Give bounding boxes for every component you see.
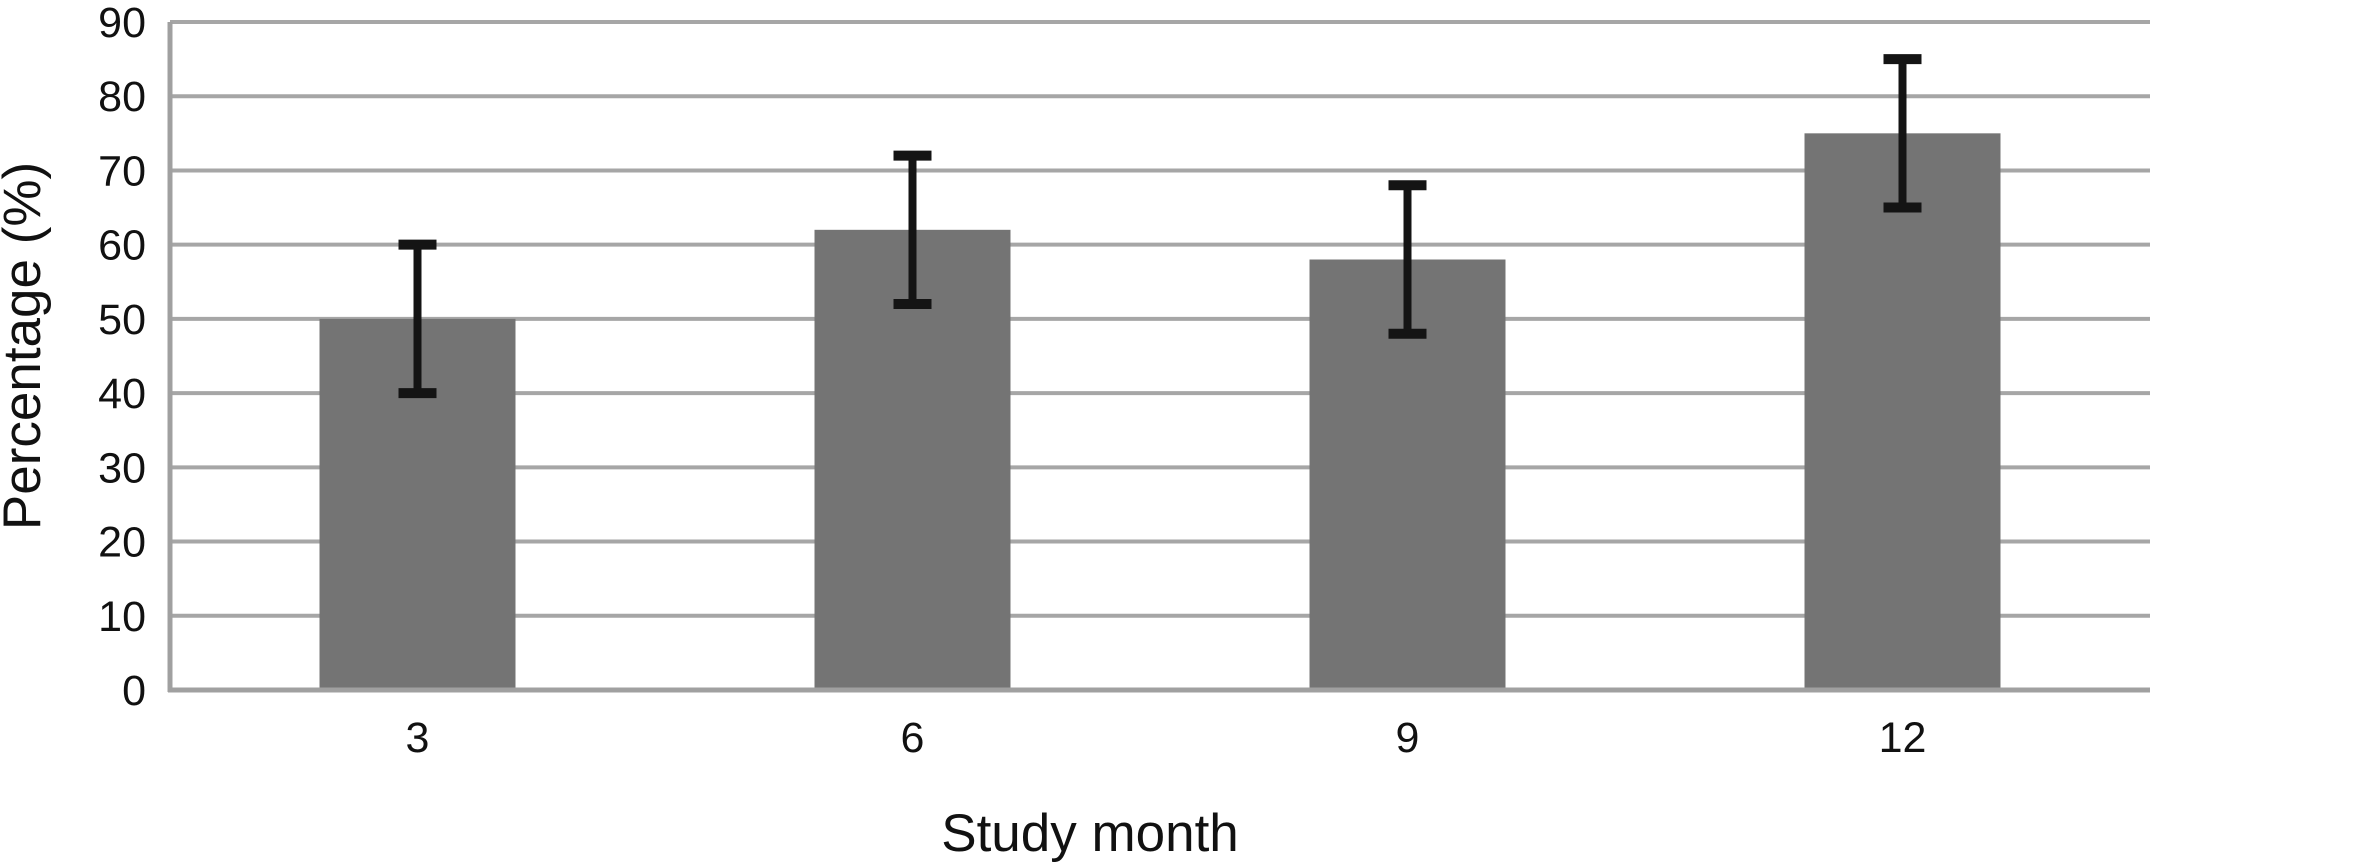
y-tick-label: 0: [122, 667, 146, 715]
bar: [1804, 133, 2001, 691]
y-tick-label: 20: [98, 519, 146, 567]
x-tick-label: 9: [1396, 714, 1420, 762]
y-tick-label: 70: [98, 147, 146, 195]
x-tick-label: 3: [406, 714, 430, 762]
axes: [167, 22, 2150, 693]
y-tick-labels: 0 10 20 30 40 50 60 70 80 90: [98, 0, 146, 715]
y-tick-label: 50: [98, 296, 146, 344]
x-tick-label: 6: [901, 714, 925, 762]
y-tick-label: 90: [98, 0, 146, 47]
x-tick-labels: 3 6 9 12: [406, 714, 1927, 762]
y-tick-label: 30: [98, 444, 146, 492]
y-tick-label: 10: [98, 593, 146, 641]
y-tick-label: 60: [98, 222, 146, 270]
error-bars: [398, 54, 1922, 399]
y-tick-label: 40: [98, 370, 146, 418]
x-axis-title: Study month: [941, 804, 1239, 863]
y-tick-label: 80: [98, 73, 146, 121]
y-axis-title: Percentage (%): [0, 162, 52, 530]
x-tick-label: 12: [1879, 714, 1927, 762]
bars: [319, 133, 2001, 691]
